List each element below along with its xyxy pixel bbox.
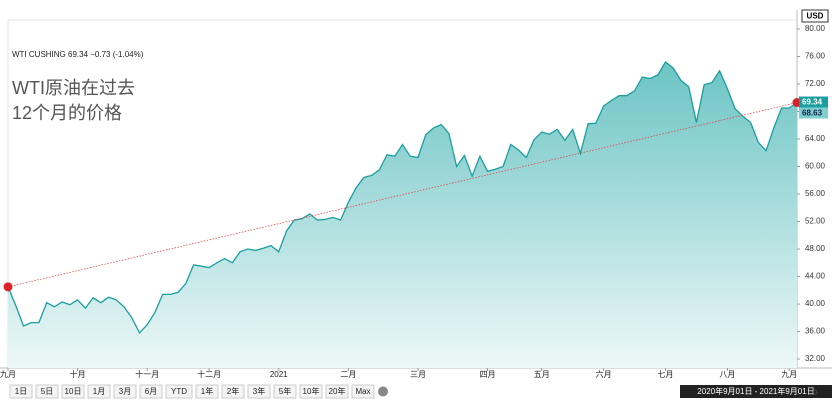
range-button-label[interactable]: 1年 [201, 386, 213, 396]
x-tick-label: 三月 [410, 370, 426, 379]
range-button[interactable] [87, 384, 111, 399]
y-tick-label: 76.00 [805, 52, 826, 61]
x-tick-label: 十二月 [197, 369, 221, 379]
range-button-label[interactable]: 2年 [227, 386, 239, 396]
currency[interactable]: USD [807, 12, 824, 21]
x-tick-label: 七月 [658, 370, 674, 379]
price-tag: 69.34 [802, 98, 823, 107]
symbol-line: WTI CUSHING 69.34 −0.73 (-1.04%) [12, 50, 144, 59]
range-button[interactable] [195, 384, 219, 399]
range-button[interactable] [273, 384, 297, 399]
range-button-label[interactable]: 5日 [41, 387, 53, 396]
x-tick-label: 2021 [270, 370, 288, 379]
start-dot [3, 282, 13, 292]
range-button-label[interactable]: Max [355, 387, 370, 396]
range-button[interactable] [35, 384, 59, 399]
x-tick-label: 六月 [596, 369, 612, 379]
x-tick-label: 八月 [719, 370, 735, 379]
range-button-label[interactable]: 3月 [119, 387, 131, 396]
line [7, 61, 798, 335]
date-range-box [680, 385, 832, 398]
y-tick-label: 64.00 [805, 134, 826, 143]
x-tick-label: 二月 [340, 370, 356, 379]
x-tick-label: 十一月 [135, 369, 159, 379]
range-button[interactable] [165, 384, 193, 399]
range-button-label[interactable]: 10年 [303, 386, 320, 396]
date-range: 2020年9月01日 - 2021年9月01日 [697, 386, 814, 396]
y-tick-label: 40.00 [805, 299, 826, 308]
y-tick-label: 32.00 [805, 354, 826, 363]
range-button-label[interactable]: 5年 [279, 386, 291, 396]
range-button-label[interactable]: 10日 [65, 387, 82, 396]
range-button[interactable] [325, 384, 349, 399]
range-button[interactable] [351, 384, 375, 399]
range-button-label[interactable]: 20年 [329, 386, 346, 396]
settings-icon[interactable]: ☼ [810, 387, 819, 398]
title-line: WTI原油在过去 [12, 78, 135, 98]
range-button[interactable] [299, 384, 323, 399]
x-tick-label: 五月 [534, 370, 550, 379]
y-tick-label: 56.00 [805, 189, 826, 198]
y-tick-label: 72.00 [805, 79, 826, 88]
range-button[interactable] [61, 384, 85, 399]
range-button-label[interactable]: 1月 [93, 387, 105, 396]
currency-box[interactable] [801, 9, 829, 23]
y-tick-label: 60.00 [805, 162, 826, 171]
x-tick-label: 十月 [70, 369, 86, 379]
range-button[interactable] [247, 384, 271, 399]
range-button[interactable] [139, 384, 163, 399]
x-tick-label: 九月 [0, 370, 16, 379]
range-button-label[interactable]: 6月 [145, 387, 157, 396]
range-button[interactable] [9, 384, 33, 399]
range-button[interactable] [221, 384, 245, 399]
range-button-label[interactable]: YTD [171, 387, 187, 396]
y-tick-label: 52.00 [805, 217, 826, 226]
range-button-label[interactable]: 3年 [253, 386, 265, 396]
price-tag: 68.63 [802, 109, 823, 118]
y-tick-label: 44.00 [805, 272, 826, 281]
price-tag-box [799, 96, 828, 108]
trend-line [7, 102, 798, 288]
y-tick-label: 36.00 [805, 327, 826, 336]
y-tick-label: 48.00 [805, 244, 826, 253]
area [8, 62, 797, 368]
range-button-label[interactable]: 1日 [15, 387, 27, 396]
title-line: 12个月的价格 [12, 103, 122, 123]
x-tick-label: 九月 [781, 370, 797, 379]
range-button[interactable] [113, 384, 137, 399]
x-tick-label: 四月 [480, 370, 496, 379]
clock-button[interactable] [378, 386, 388, 397]
price-tag-box [799, 107, 828, 119]
y-tick-label: 80.00 [805, 24, 826, 33]
